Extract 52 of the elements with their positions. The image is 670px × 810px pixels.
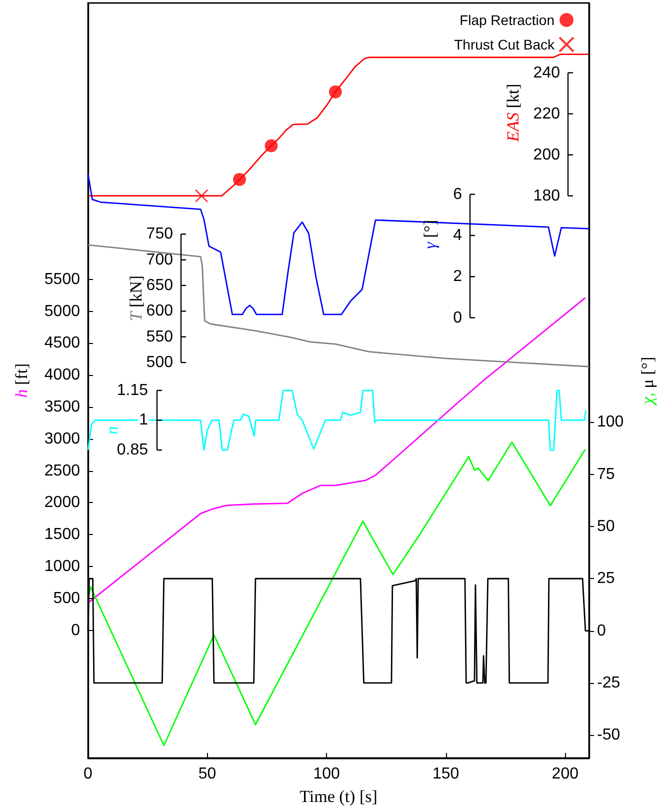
y2-tick-label: 750 xyxy=(146,226,174,243)
y2-tick-label: 100 xyxy=(597,414,624,431)
y2-tick-label: 25 xyxy=(597,570,615,588)
y-axis-title: h [ft] xyxy=(12,363,31,398)
y3-tick-label: 200 xyxy=(533,146,560,164)
y-tick-label: 3500 xyxy=(44,398,80,416)
y2-tick-label: 75 xyxy=(597,466,615,483)
y-tick-label: 2 xyxy=(453,268,462,286)
x-axis-title: Time (t) [s] xyxy=(300,787,378,806)
y2-tick-label: 550 xyxy=(146,328,174,346)
y3-axis-title: EAS [kt] xyxy=(504,84,522,143)
y3-tick-label: 1.15 xyxy=(116,382,148,399)
y2-tick-label: 500 xyxy=(146,354,174,372)
x-tick-label: 0 xyxy=(84,766,93,782)
y3-tick-label: 240 xyxy=(533,64,560,82)
y2-tick-label: 650 xyxy=(146,276,174,294)
y2-tick-label: -50 xyxy=(597,726,620,744)
y-tick-label: 500 xyxy=(53,590,80,607)
y-tick-label: 1000 xyxy=(44,558,80,576)
legend-label: Thrust Cut Back xyxy=(454,36,556,52)
legend-label: Flap Retraction xyxy=(460,12,554,28)
y2-axis-title: T [kN] xyxy=(126,275,146,322)
line-series xyxy=(87,442,586,746)
y3-tick-label: 1 xyxy=(139,412,148,429)
y-tick-label: 2500 xyxy=(44,462,80,480)
y2-tick-label: 50 xyxy=(597,518,615,535)
y3-tick-label: 220 xyxy=(533,105,560,122)
y-tick-label: 4000 xyxy=(44,366,80,384)
y-axis-title: γ [°] xyxy=(420,220,440,249)
x-tick-label: 200 xyxy=(552,766,579,782)
y-tick-label: 4 xyxy=(453,226,462,244)
y3-tick-label: 0.85 xyxy=(116,442,148,459)
y2-tick-label: 700 xyxy=(146,251,174,268)
y-tick-label: 0 xyxy=(71,622,80,639)
y3-tick-label: 180 xyxy=(533,187,560,204)
x-tick-label: 50 xyxy=(198,766,216,782)
y-tick-label: 0 xyxy=(453,309,462,326)
y2-tick-label: 0 xyxy=(597,622,606,640)
y-tick-label: 5500 xyxy=(44,270,80,288)
y3-axis-title: n xyxy=(102,426,122,435)
x-tick-label: 150 xyxy=(432,766,460,782)
y-tick-label: 4500 xyxy=(44,334,80,352)
y-tick-label: 5000 xyxy=(44,302,80,320)
y-tick-label: 1500 xyxy=(44,526,80,544)
point xyxy=(194,189,208,203)
x-tick-label: 100 xyxy=(313,766,340,782)
y2-tick-label: 600 xyxy=(146,302,174,320)
y2-tick-label: -25 xyxy=(597,674,620,692)
y-tick-label: 3000 xyxy=(44,430,80,448)
y-tick-label: 2000 xyxy=(44,494,80,512)
y2-axis-title: χ, μ [°] xyxy=(638,356,657,406)
y-tick-label: 6 xyxy=(453,186,462,203)
